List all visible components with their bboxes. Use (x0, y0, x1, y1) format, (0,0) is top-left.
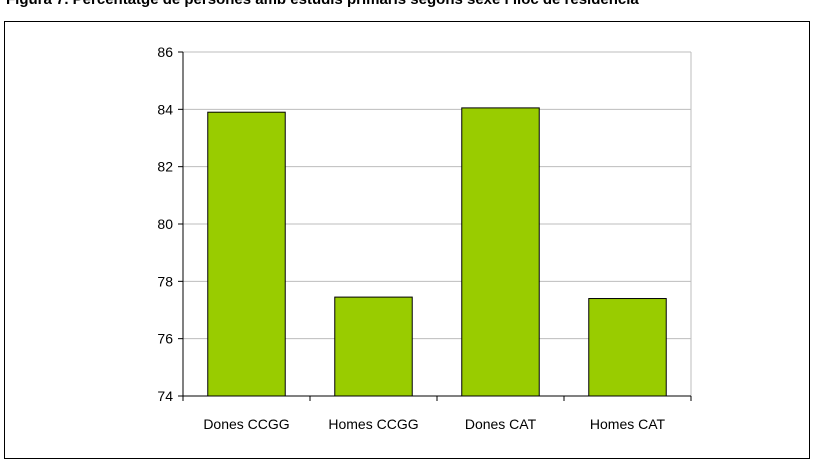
axes (178, 51, 692, 401)
y-tick-label: 76 (157, 331, 173, 347)
x-category-label: Homes CAT (590, 416, 666, 432)
bar-dones-ccgg (207, 111, 286, 397)
y-tick-label: 78 (157, 273, 173, 289)
y-tick-label: 74 (157, 388, 173, 404)
figure-caption-text: Figura 7. Percentatge de persones amb es… (6, 0, 639, 8)
bar-homes-cat (588, 298, 667, 397)
bars (207, 107, 667, 397)
x-category-label: Dones CAT (465, 416, 537, 432)
x-category-label: Dones CCGG (203, 416, 289, 432)
y-tick-label: 82 (157, 159, 173, 175)
figure-caption: Figura 7. Percentatge de persones amb es… (0, 0, 814, 22)
y-tick-label: 84 (157, 101, 173, 117)
bar-homes-ccgg (334, 296, 413, 397)
x-category-label: Homes CCGG (328, 416, 418, 432)
y-tick-label: 86 (157, 44, 173, 60)
labels: 74 76 78 80 82 84 86 Dones CCGG Homes CCGG Dones … (157, 44, 665, 432)
bar-dones-cat (461, 107, 540, 397)
y-tick-label: 80 (157, 216, 173, 232)
